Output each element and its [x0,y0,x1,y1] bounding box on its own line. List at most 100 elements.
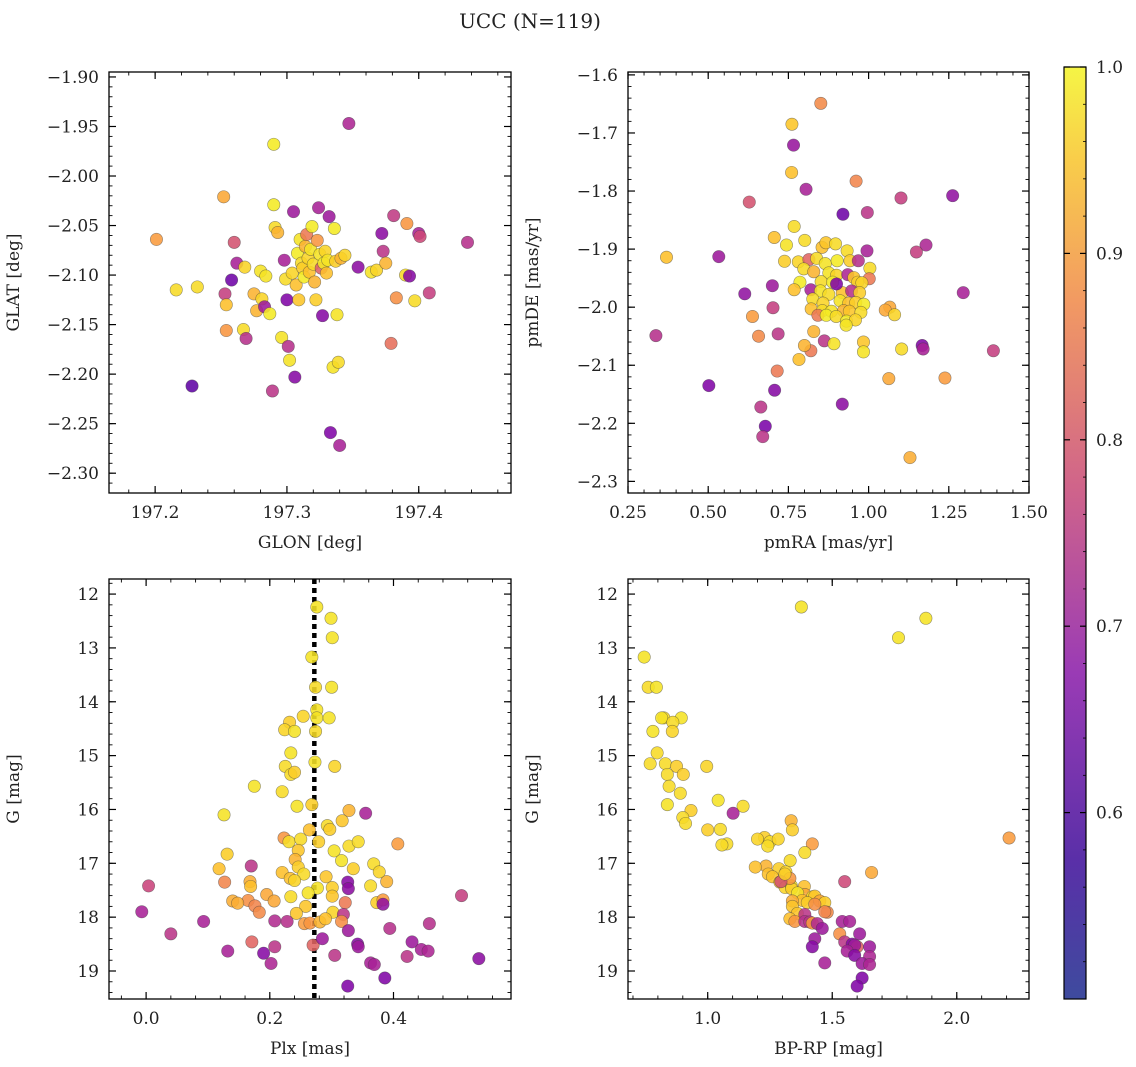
data-point [259,269,273,283]
data-point [860,244,874,258]
data-point [660,798,674,812]
data-point [292,293,306,307]
y-tick-label: −2.05 [47,217,99,237]
data-point [316,309,330,323]
data-point [294,832,308,846]
data-point [351,260,365,274]
colorbar-gradient [1063,66,1087,1000]
data-point [328,759,342,773]
data-point [244,859,258,873]
data-point [315,932,329,946]
data-point [325,889,339,903]
data-point [658,757,672,771]
data-point [325,680,339,694]
data-point [297,867,311,881]
data-point [807,325,821,339]
data-point [765,279,779,293]
data-point [302,823,316,837]
data-point [655,711,669,725]
data-point [275,330,289,344]
data-point [860,206,874,220]
y-tick-label: 13 [77,639,99,659]
data-point [299,899,313,913]
data-point [380,875,394,889]
data-point [751,832,765,846]
data-point [267,198,281,212]
data-point [341,979,355,993]
data-point [346,862,360,876]
data-point [986,344,1000,358]
points [637,600,1016,993]
data-point [323,822,337,836]
data-point [391,837,405,851]
colorbar-tick-label: 0.8 [1096,431,1123,451]
y-tick-label: 12 [596,585,618,605]
axes-frame [108,71,512,494]
data-point [761,839,775,853]
data-point [673,786,687,800]
y-tick-label: −2.25 [47,415,99,435]
data-point [335,914,349,928]
data-point [808,897,822,911]
data-point [676,767,690,781]
data-point [756,430,770,444]
y-axis-label: G [mag] [4,754,24,823]
y-tick-label: −2.10 [47,266,99,286]
y-tick-label: 18 [77,908,99,928]
y-tick-label: −2.0 [577,298,618,318]
data-point [335,854,349,868]
y-tick-label: −2.15 [47,316,99,336]
data-point [164,927,178,941]
data-point [238,260,252,274]
data-point [338,896,352,910]
data-point [702,379,716,393]
data-point [190,280,204,294]
y-tick-label: −1.90 [47,68,99,88]
data-point [754,400,768,414]
data-point [367,958,381,972]
data-point [197,914,211,928]
y-tick-label: 17 [596,854,618,874]
data-point [752,329,766,343]
data-point [1002,831,1016,845]
data-point [771,327,785,341]
data-point [785,117,799,131]
data-point [305,798,319,812]
data-point [288,724,302,738]
data-point [662,779,676,793]
data-point [351,835,365,849]
data-point [341,924,355,938]
data-point [327,844,341,858]
data-point [217,190,231,204]
data-point [665,724,679,738]
data-point [296,709,310,723]
x-tick-label: 197.4 [394,503,443,523]
data-point [288,370,302,384]
data-point [359,806,373,820]
x-axis-label: GLON [deg] [258,533,362,553]
data-point [768,383,782,397]
data-point [338,248,352,262]
data-point [814,96,828,110]
data-point [285,266,299,280]
x-axis-label: Plx [mas] [270,1039,350,1059]
axes-frame [627,578,1030,1000]
y-tick-label: −2.3 [577,472,618,492]
data-point [244,879,258,893]
data-point [830,254,844,268]
data-point [239,331,253,345]
y-tick-label: 12 [77,585,99,605]
x-tick-label: 0.2 [256,1009,283,1029]
data-point [778,867,792,881]
data-point [218,875,232,889]
data-point [736,799,750,813]
data-point [798,846,812,860]
data-point [310,233,324,247]
data-point [916,342,930,356]
y-tick-label: 19 [77,962,99,982]
data-point [956,286,970,300]
x-tick-label: 1.25 [930,503,968,523]
data-point [284,746,298,760]
data-point [843,914,857,928]
y-tick-label: −1.9 [577,240,618,260]
